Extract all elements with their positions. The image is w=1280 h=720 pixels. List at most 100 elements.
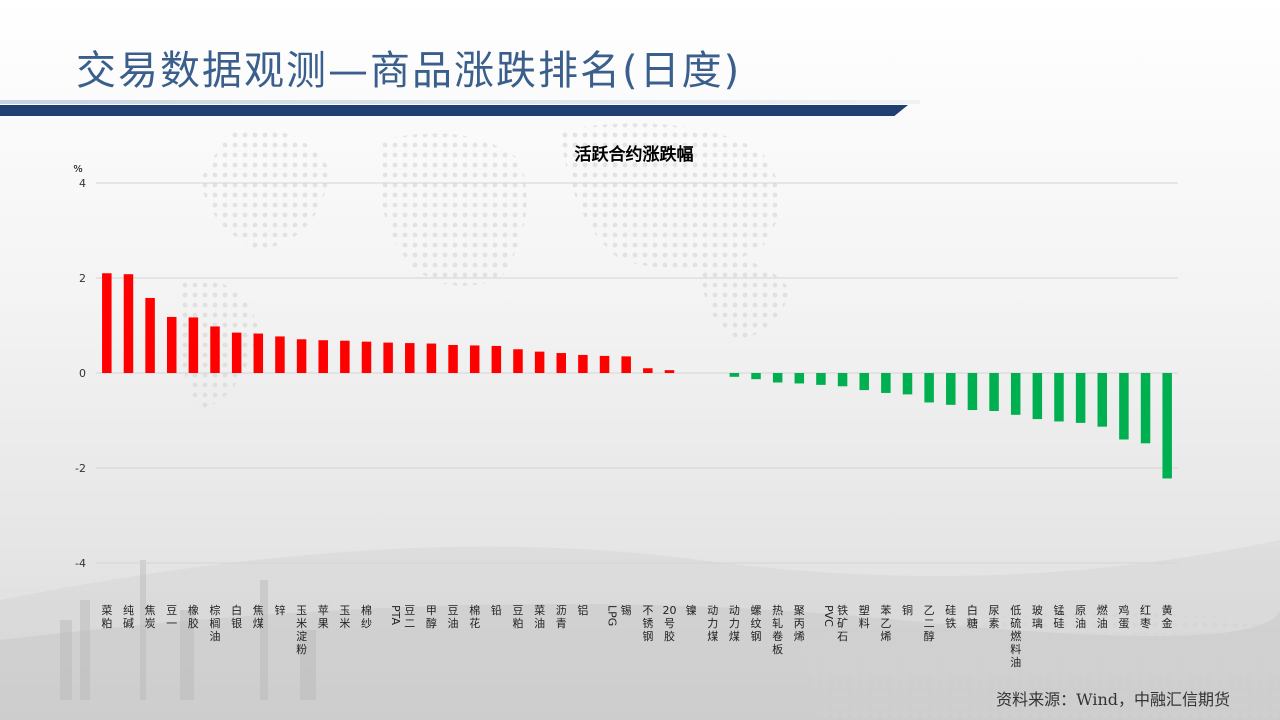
bar	[881, 373, 891, 393]
bar	[1054, 373, 1064, 422]
bar	[751, 373, 761, 380]
bar	[513, 349, 523, 373]
x-tick-label: 玻璃	[1032, 604, 1043, 630]
x-tick-label: 塑料	[859, 603, 870, 630]
y-axis-ticks: 4 2 0 -2 -4	[75, 177, 86, 570]
bar	[794, 373, 805, 384]
x-tick-label: 硅铁	[945, 604, 956, 630]
bar	[253, 333, 264, 373]
bars	[102, 273, 1172, 479]
bar	[383, 342, 393, 373]
bar	[621, 356, 631, 373]
bar	[1075, 373, 1086, 423]
bar	[924, 373, 934, 403]
y-tick-label: -4	[75, 557, 86, 570]
bar	[729, 373, 740, 377]
bar	[837, 373, 848, 387]
x-tick-label: 白银	[231, 603, 242, 630]
bar	[664, 370, 675, 373]
bar	[946, 373, 956, 405]
bar	[340, 340, 350, 373]
y-tick-label: 4	[79, 177, 86, 190]
x-tick-label: 棕榈油	[210, 603, 221, 643]
x-tick-label: 尿素	[989, 604, 1000, 630]
x-tick-label: 燃油	[1097, 603, 1108, 630]
title-underline-light	[0, 100, 920, 104]
x-tick-label: 纯碱	[123, 604, 134, 630]
bar	[296, 339, 307, 373]
bar	[275, 336, 285, 373]
bar	[231, 332, 242, 373]
x-tick-label: 棉花	[469, 603, 480, 630]
bar	[145, 297, 155, 373]
x-tick-label: 玉米淀粉	[296, 604, 307, 656]
bar	[643, 368, 653, 373]
bar	[1097, 373, 1108, 427]
x-tick-label: 锡	[621, 603, 632, 617]
bar	[1010, 373, 1021, 415]
x-tick-label: 红枣	[1140, 604, 1151, 630]
x-tick-label: 苹果	[318, 603, 329, 630]
bar	[599, 355, 610, 373]
bar	[1119, 373, 1129, 440]
page-title: 交易数据观测—商品涨跌排名(日度)	[76, 48, 742, 94]
x-tick-label: 20 号胶	[662, 604, 676, 643]
title-underline-bar	[0, 105, 908, 116]
x-tick-label: PVC	[822, 605, 835, 627]
bar	[556, 353, 567, 373]
bar	[102, 273, 112, 373]
bar	[534, 351, 545, 373]
x-tick-label: 锌	[274, 603, 285, 617]
bar	[210, 326, 220, 373]
bar	[361, 341, 372, 373]
x-tick-label: 聚丙烯	[794, 604, 805, 643]
x-tick-label: 原油	[1075, 604, 1086, 630]
x-tick-label: PTA	[389, 605, 402, 625]
bar	[491, 345, 502, 373]
bar	[469, 345, 480, 373]
x-tick-label: 菜油	[534, 604, 545, 630]
bar	[989, 373, 999, 411]
bar	[578, 354, 588, 373]
x-tick-label: 热轧卷板	[772, 604, 783, 656]
x-tick-label: 焦煤	[253, 604, 264, 630]
bar	[448, 344, 458, 373]
x-tick-label: 甲醇	[426, 604, 437, 630]
x-tick-label: 苯乙烯	[880, 603, 891, 643]
x-tick-label: 鸡蛋	[1118, 603, 1129, 630]
bar	[405, 343, 415, 373]
x-tick-label: 黄金	[1162, 603, 1173, 630]
bar	[166, 316, 177, 373]
x-tick-label: 菜粕	[101, 604, 112, 630]
bar	[1162, 373, 1172, 479]
x-tick-label: 铜	[902, 603, 913, 617]
x-tick-label: 铁矿石	[837, 604, 848, 643]
x-tick-label: 白糖	[967, 603, 978, 630]
x-tick-label: 螺纹钢	[751, 604, 762, 643]
bar	[318, 340, 328, 373]
bar	[772, 373, 783, 383]
x-tick-label: 豆粕	[512, 604, 523, 630]
y-tick-label: 0	[79, 367, 86, 380]
x-tick-label: 焦炭	[145, 604, 156, 630]
bar	[967, 373, 978, 411]
x-tick-label: 动力煤	[707, 604, 718, 643]
bar	[1032, 373, 1043, 420]
x-tick-label: 乙二醇	[924, 604, 935, 643]
y-tick-label: -2	[75, 462, 86, 475]
x-tick-label: 豆一	[166, 604, 177, 630]
bar	[902, 373, 913, 395]
bar	[123, 274, 134, 373]
x-tick-label: 动力煤	[729, 604, 740, 643]
bar	[426, 343, 437, 373]
x-tick-label: 低硫燃料油	[1010, 604, 1021, 669]
y-tick-label: 2	[79, 272, 86, 285]
x-tick-label: 沥青	[556, 604, 567, 630]
bar	[816, 373, 826, 385]
bar	[1140, 373, 1151, 444]
chart-title: 活跃合约涨跌幅	[575, 144, 694, 165]
x-tick-label: LPG	[606, 605, 619, 626]
x-tick-label: 橡胶	[188, 604, 199, 630]
